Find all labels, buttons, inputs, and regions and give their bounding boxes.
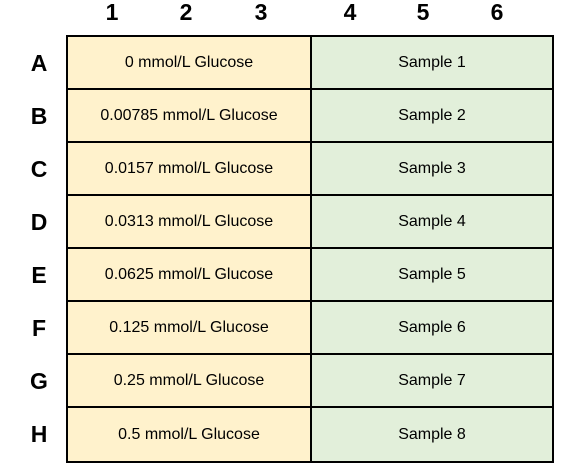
standard-cell-a: 0 mmol/L Glucose — [68, 37, 312, 90]
sample-cell-d: Sample 4 — [312, 196, 552, 249]
column-header-3: 3 — [254, 0, 268, 25]
column-header-6: 6 — [490, 0, 504, 25]
sample-cell-g: Sample 7 — [312, 355, 552, 408]
sample-cell-a: Sample 1 — [312, 37, 552, 90]
standard-cell-g: 0.25 mmol/L Glucose — [68, 355, 312, 408]
row-header-g: G — [30, 368, 48, 394]
column-header-5: 5 — [416, 0, 430, 25]
sample-cell-f: Sample 6 — [312, 302, 552, 355]
standard-cell-h: 0.5 mmol/L Glucose — [68, 408, 312, 461]
row-header-a: A — [30, 50, 48, 76]
column-header-1: 1 — [105, 0, 119, 25]
sample-cell-e: Sample 5 — [312, 249, 552, 302]
column-header-2: 2 — [179, 0, 193, 25]
standard-cell-e: 0.0625 mmol/L Glucose — [68, 249, 312, 302]
row-header-f: F — [31, 315, 47, 341]
sample-cell-h: Sample 8 — [312, 408, 552, 461]
row-header-e: E — [31, 262, 47, 288]
row-header-b: B — [30, 103, 48, 129]
row-header-h: H — [30, 421, 48, 447]
standard-cell-d: 0.0313 mmol/L Glucose — [68, 196, 312, 249]
standard-cell-b: 0.00785 mmol/L Glucose — [68, 90, 312, 143]
sample-cell-c: Sample 3 — [312, 143, 552, 196]
column-header-4: 4 — [343, 0, 357, 25]
row-header-d: D — [30, 209, 48, 235]
sample-cell-b: Sample 2 — [312, 90, 552, 143]
standard-cell-f: 0.125 mmol/L Glucose — [68, 302, 312, 355]
plate-layout-grid: 0 mmol/L Glucose Sample 1 0.00785 mmol/L… — [66, 35, 554, 463]
standard-cell-c: 0.0157 mmol/L Glucose — [68, 143, 312, 196]
row-header-c: C — [30, 156, 48, 182]
